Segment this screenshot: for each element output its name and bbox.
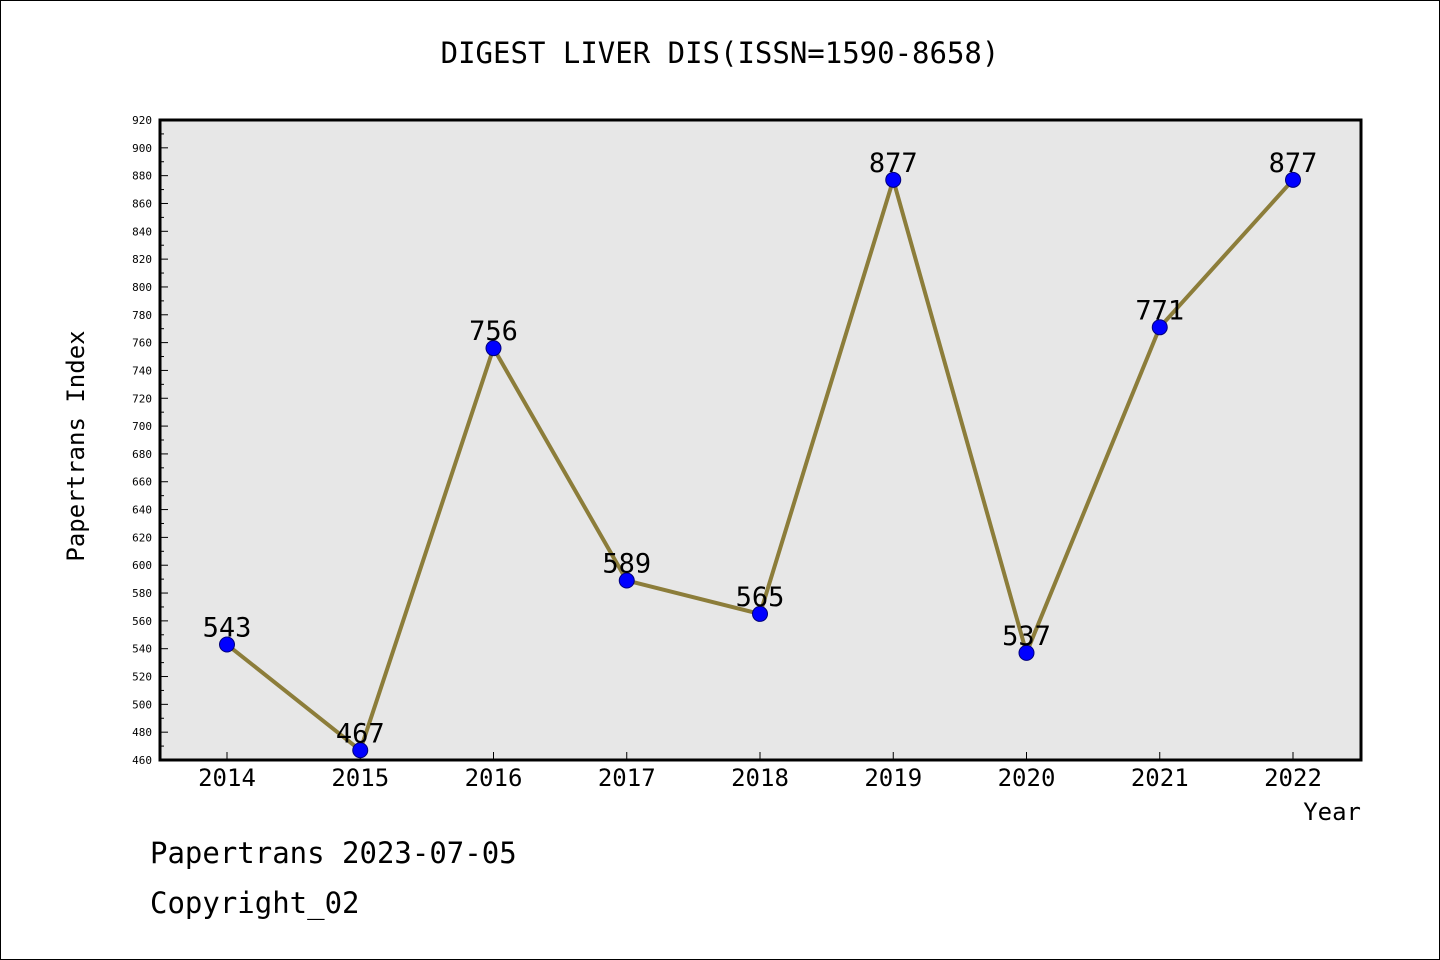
y-tick-label: 900 <box>132 142 152 155</box>
footer-copyright: Copyright_02 <box>150 886 360 920</box>
data-point <box>752 605 768 622</box>
y-axis-label: Papertrans Index <box>62 330 90 561</box>
y-tick-label: 560 <box>132 615 152 628</box>
data-label: 877 <box>869 148 918 179</box>
y-tick-label: 720 <box>132 392 152 405</box>
data-point <box>618 572 635 589</box>
y-tick-label: 500 <box>132 698 152 711</box>
chart-title: DIGEST LIVER DIS(ISSN=1590-8658) <box>440 36 1000 70</box>
y-tick-label: 700 <box>132 420 152 433</box>
y-tick-label: 620 <box>132 531 152 544</box>
data-label: 537 <box>1002 621 1051 652</box>
series-layer: 543 467 756 589 565 877 537 771 877 <box>203 148 1318 759</box>
data-point <box>1151 319 1168 336</box>
y-tick-label: 540 <box>132 643 152 656</box>
data-label: 467 <box>336 718 385 749</box>
y-tick-label: 660 <box>132 476 152 489</box>
data-label: 589 <box>602 549 651 580</box>
x-tick-label: 2016 <box>465 764 523 792</box>
y-tick-label: 580 <box>132 587 152 600</box>
y-tick-label: 880 <box>132 170 152 183</box>
x-tick-label: 2021 <box>1131 764 1189 792</box>
y-tick-label: 800 <box>132 281 152 294</box>
data-label: 771 <box>1135 295 1184 326</box>
y-tick-label: 680 <box>132 448 152 461</box>
x-axis-label: Year <box>1303 798 1361 826</box>
y-tick-label: 820 <box>132 253 152 266</box>
data-point <box>1285 171 1301 188</box>
data-point <box>219 636 235 653</box>
x-tick-label: 2020 <box>998 764 1056 792</box>
plot-area <box>158 118 1363 762</box>
y-tick-label: 920 <box>132 114 152 127</box>
x-axis: 2014 2015 2016 2017 2018 2019 2020 2021 2022 <box>198 752 1322 792</box>
data-point <box>485 340 502 357</box>
x-tick-label: 2017 <box>598 764 656 792</box>
y-tick-label: 740 <box>132 364 152 377</box>
y-tick-label: 780 <box>132 309 152 322</box>
data-label: 565 <box>736 582 785 613</box>
x-tick-label: 2018 <box>731 764 789 792</box>
data-label: 877 <box>1269 148 1318 179</box>
y-tick-label: 640 <box>132 504 152 517</box>
x-tick-label: 2022 <box>1264 764 1322 792</box>
y-tick-label: 460 <box>132 754 152 767</box>
x-tick-label: 2015 <box>331 764 389 792</box>
data-point <box>352 742 369 759</box>
y-tick-label: 520 <box>132 671 152 684</box>
data-point <box>1018 644 1035 661</box>
footer-date: Papertrans 2023-07-05 <box>150 836 517 870</box>
data-label: 756 <box>469 316 518 347</box>
y-tick-label: 760 <box>132 337 152 350</box>
y-tick-label: 840 <box>132 225 152 238</box>
data-point <box>885 171 902 188</box>
y-tick-label: 480 <box>132 726 152 739</box>
x-tick-label: 2014 <box>198 764 256 792</box>
x-tick-label: 2019 <box>864 764 922 792</box>
data-label: 543 <box>203 613 252 644</box>
y-axis: 460 480 500 520 540 560 580 600 620 640 660 680 700 7… <box>132 114 168 767</box>
y-tick-label: 600 <box>132 559 152 572</box>
y-tick-label: 860 <box>132 197 152 210</box>
